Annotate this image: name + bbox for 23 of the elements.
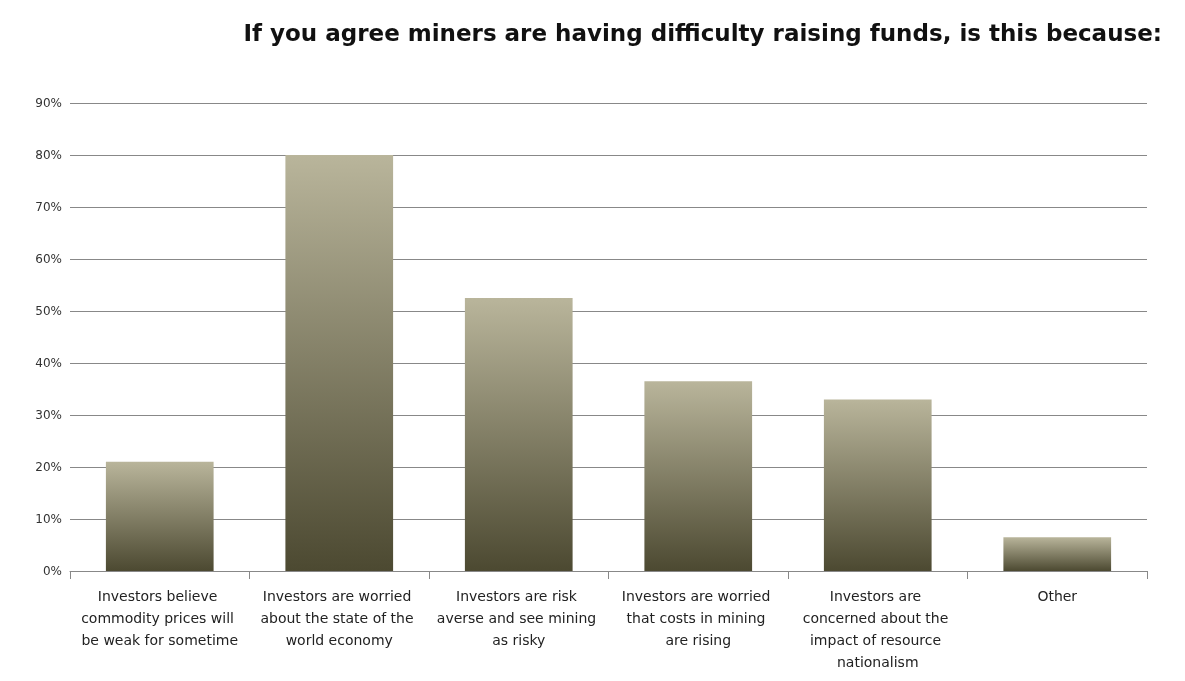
bar [823, 399, 932, 571]
x-tick-label: Other [1037, 588, 1078, 604]
bar [464, 298, 573, 571]
y-tick-label: 40% [35, 356, 62, 370]
y-tick-label: 0% [42, 564, 62, 578]
y-tick-label: 60% [35, 252, 62, 266]
x-tick-label: Investors are risk averse and see mining as risky [436, 588, 601, 648]
y-tick-label: 90% [35, 96, 62, 110]
bar [105, 461, 214, 571]
x-tick-label: Investors are concerned about the impact of resource nationalism [802, 588, 953, 670]
chart-title: If you agree miners are having difficulty raising funds, is this because: [243, 19, 1163, 46]
y-tick-label: 80% [35, 148, 62, 162]
x-tick-label: Investors are worried that costs in mining are rising [621, 588, 775, 648]
bar [1003, 537, 1112, 571]
x-tick-label: Investors believe commodity prices will be weak for sometime [81, 588, 239, 648]
y-tick-label: 50% [35, 304, 62, 318]
bar [644, 381, 753, 571]
y-tick-label: 70% [35, 200, 62, 214]
y-tick-label: 30% [35, 408, 62, 422]
y-tick-label: 10% [35, 512, 62, 526]
bar [285, 155, 394, 571]
y-tick-label: 20% [35, 460, 62, 474]
x-tick-label: Investors are worried about the state of the world economy [260, 588, 419, 648]
